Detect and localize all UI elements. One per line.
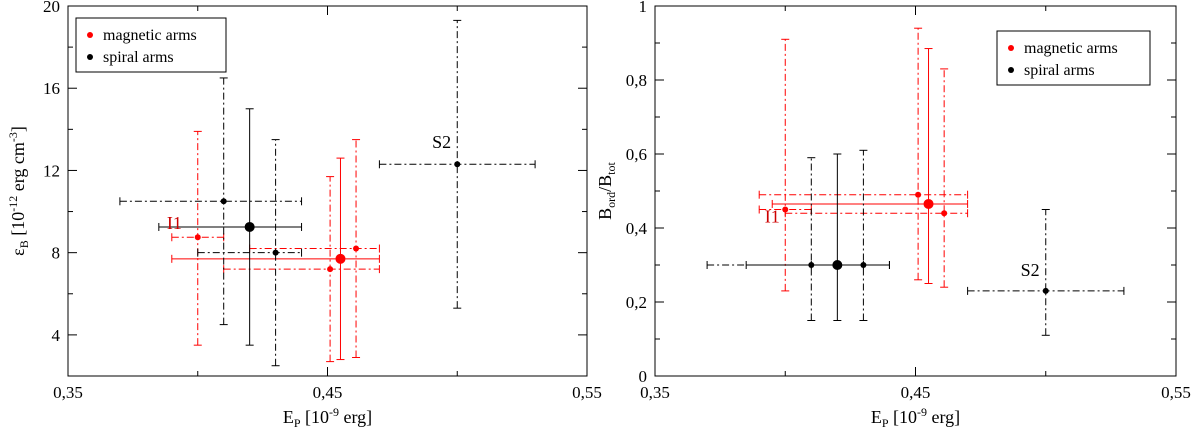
data-point	[758, 27, 969, 281]
annotation-label: I1	[167, 213, 182, 233]
legend-label: magnetic arms	[103, 27, 197, 44]
data-point	[706, 157, 816, 321]
y-tick-label: 4	[52, 326, 61, 345]
point-marker	[335, 253, 346, 264]
annotation-label: S2	[432, 132, 451, 152]
y-tick-label: 0	[639, 367, 648, 386]
x-axis-label: EP [10-9 erg]	[283, 405, 372, 430]
y-tick-label: 0,2	[626, 293, 647, 312]
x-tick-label: 0,35	[53, 383, 83, 402]
y-axis-label: εB [10-12 erg cm-3]	[6, 126, 31, 256]
y-tick-label: 16	[43, 79, 60, 98]
point-marker	[327, 266, 334, 273]
point-marker	[454, 161, 461, 168]
legend: magnetic arms spiral arms	[996, 30, 1151, 86]
y-tick-label: 0,4	[626, 219, 648, 238]
data-point	[784, 68, 969, 288]
y-tick-label: 1	[639, 0, 648, 16]
annotation-label: S2	[1021, 260, 1040, 280]
chart-panel-1: 0,35 0,45 0,55 4 8 12 16 20 EP [10-9 erg] εB [10-…	[6, 0, 602, 430]
point-marker	[1042, 287, 1049, 294]
point-marker	[244, 221, 255, 232]
point-marker	[353, 245, 360, 252]
x-tick-label: 0,45	[313, 383, 343, 402]
point-marker	[941, 210, 948, 217]
legend-marker	[1008, 67, 1014, 73]
legend-label: spiral arms	[1024, 62, 1095, 79]
point-marker	[832, 260, 843, 270]
point-marker	[220, 198, 227, 205]
x-tick-label: 0,45	[901, 383, 931, 402]
data-point	[378, 19, 536, 309]
y-tick-label: 8	[52, 244, 61, 263]
x-axis-label: EP [10-9 erg]	[871, 405, 960, 430]
series-spiral-arms	[706, 149, 1125, 336]
x-tick-label: 0,55	[572, 383, 602, 402]
point-marker	[272, 249, 279, 256]
data-point	[758, 38, 812, 292]
legend-box	[75, 17, 227, 73]
data-point	[158, 108, 303, 346]
data-point	[771, 48, 969, 284]
chart-panel-2: 0,35 0,45 0,55 0 0,2 0,4 0,6 0,8 1 EP [10-9 erg] B…	[595, 0, 1191, 430]
annotation-label: I1	[765, 206, 780, 226]
legend-box	[996, 30, 1151, 86]
point-marker	[923, 198, 934, 209]
point-marker	[194, 234, 201, 241]
data-point	[859, 149, 890, 321]
y-tick-label: 20	[43, 0, 60, 16]
data-point	[119, 77, 303, 326]
data-point	[171, 130, 225, 346]
legend: magnetic arms spiral arms	[75, 17, 227, 73]
x-tick-label: 0,55	[1161, 383, 1191, 402]
legend-label: spiral arms	[103, 49, 174, 66]
series-magnetic-arms	[758, 27, 969, 292]
y-tick-label: 12	[43, 161, 60, 180]
y-axis-label: Bord/Btot	[595, 161, 618, 219]
point-marker	[915, 191, 922, 198]
data-point	[249, 139, 380, 358]
legend-label: magnetic arms	[1024, 40, 1118, 57]
legend-marker	[87, 32, 93, 38]
series-spiral-arms	[119, 19, 536, 367]
y-tick-label: 0,6	[626, 145, 647, 164]
x-tick-label: 0,35	[640, 383, 670, 402]
data-point	[967, 209, 1125, 336]
legend-marker	[1008, 45, 1014, 51]
legend-marker	[87, 54, 93, 60]
y-tick-label: 0,8	[626, 71, 647, 90]
data-point	[745, 153, 890, 321]
